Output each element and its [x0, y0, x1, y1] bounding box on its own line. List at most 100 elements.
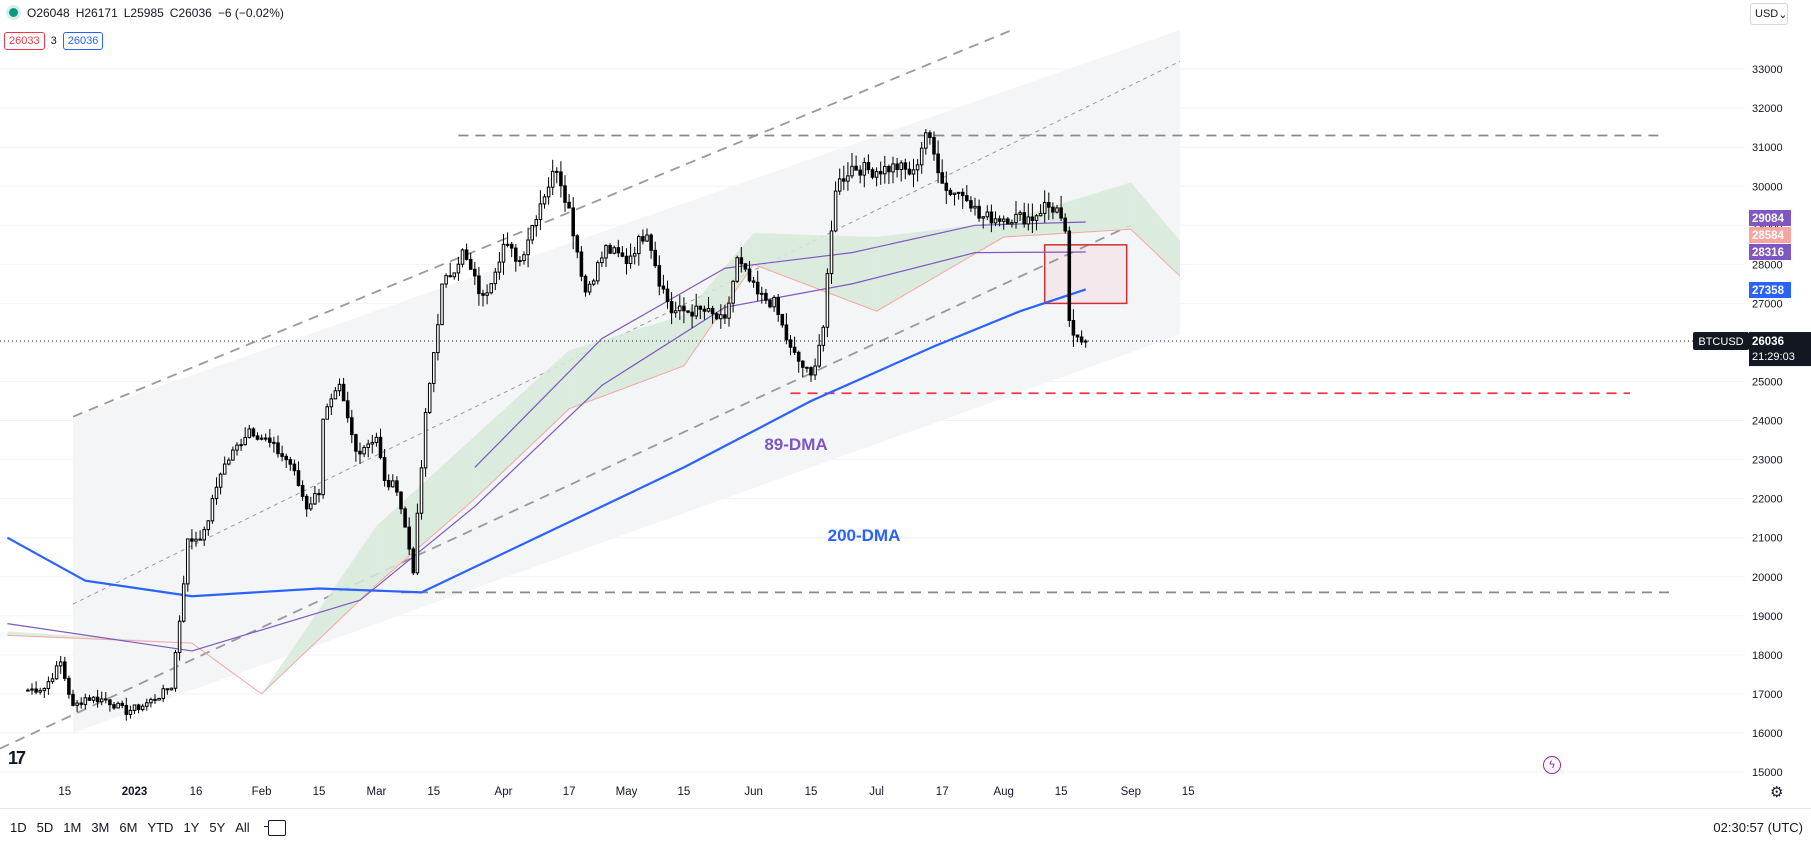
candle	[891, 156, 895, 184]
candle	[63, 656, 67, 682]
candle-up	[833, 190, 838, 232]
candle	[362, 444, 366, 458]
candle-up	[587, 283, 592, 293]
cloud-span-b	[7, 228, 1181, 695]
currency-select[interactable]: USD ⌄	[1750, 3, 1788, 25]
range-3m[interactable]: 3M	[91, 820, 110, 835]
candle-up	[313, 493, 317, 505]
candle	[448, 262, 452, 278]
candle	[321, 418, 325, 499]
candle-down	[1063, 217, 1067, 232]
range-1d[interactable]: 1D	[10, 820, 27, 835]
candle-up	[862, 162, 867, 176]
candle	[210, 494, 215, 524]
candle	[825, 268, 830, 338]
candle	[309, 496, 313, 511]
candle	[304, 494, 309, 517]
candle-down	[657, 265, 662, 287]
candle	[813, 358, 817, 381]
candle	[235, 442, 239, 456]
candle	[411, 546, 416, 576]
tradingview-logo-icon[interactable]: 17	[8, 748, 26, 768]
candle	[981, 216, 985, 229]
candle	[563, 175, 567, 212]
candle-down	[608, 245, 612, 254]
candle-up	[952, 192, 957, 195]
candle	[358, 442, 362, 464]
candle-down	[858, 169, 862, 176]
candle-down	[448, 275, 452, 278]
candle	[489, 283, 493, 295]
candle	[239, 438, 243, 451]
candle-down	[780, 313, 785, 326]
candle-up	[637, 236, 641, 255]
candle	[26, 688, 30, 692]
candle	[739, 246, 744, 273]
gear-icon[interactable]: ⚙	[1770, 784, 1784, 801]
candle-down	[932, 137, 936, 155]
candle-up	[161, 688, 165, 699]
candle	[436, 313, 440, 361]
candle	[907, 161, 912, 176]
candle-up	[600, 257, 604, 264]
candle-up	[505, 243, 510, 246]
candle	[218, 472, 223, 495]
ask-button[interactable]: 26036	[62, 32, 104, 50]
candle-down	[71, 693, 75, 706]
candle	[870, 167, 875, 180]
candle	[464, 243, 469, 261]
range-5d[interactable]: 5D	[36, 820, 54, 835]
candle-down	[653, 249, 657, 267]
axis-background	[1745, 0, 1811, 808]
y-tick-label: 23000	[1752, 455, 1783, 467]
candle-up	[247, 428, 252, 439]
x-tick-label: Mar	[366, 786, 386, 798]
range-5y[interactable]: 5Y	[209, 820, 226, 835]
annotation-labels: 89-DMA 200-DMA	[764, 435, 900, 545]
candle-up	[546, 186, 551, 198]
candle	[132, 704, 137, 715]
candle-up	[1042, 202, 1047, 214]
candle	[760, 286, 764, 304]
candle-up	[915, 164, 920, 171]
range-6m[interactable]: 6M	[119, 820, 138, 835]
candle	[34, 681, 38, 695]
candle	[850, 153, 854, 179]
x-tick-label: 15	[678, 786, 691, 798]
candle	[883, 155, 887, 184]
price-badges: BTCUSD 26036 21:29:03 29084 28584 28316 27358	[1693, 210, 1811, 367]
range-ytd[interactable]: YTD	[147, 820, 174, 835]
y-tick-label: 28000	[1752, 259, 1783, 271]
candle-down	[751, 280, 756, 283]
range-1m[interactable]: 1M	[63, 820, 82, 835]
candle-down	[120, 702, 124, 706]
candle-up	[550, 170, 555, 188]
candle-up	[993, 218, 998, 224]
bid-button[interactable]: 26033	[4, 32, 45, 50]
candle-up	[604, 245, 608, 259]
calendar-icon[interactable]	[263, 819, 286, 836]
candle	[1071, 309, 1076, 347]
y-tick-label: 27000	[1752, 298, 1783, 310]
candle-up	[493, 271, 498, 285]
candle	[124, 697, 129, 721]
time-axis[interactable]: 15 2023 16 Feb 15 Mar 15 Apr 17 May 15 Jun 15 Jul 17 Au…	[58, 786, 1194, 798]
price-axis[interactable]: 15000 16000 17000 18000 19000 20000 21000 22000…	[1745, 0, 1811, 808]
candle-up	[772, 296, 776, 308]
label-89dma: 89-DMA	[764, 435, 827, 454]
candle-down	[714, 313, 719, 320]
candle-up	[243, 437, 247, 446]
candle	[887, 164, 891, 185]
candle-down	[870, 169, 875, 178]
range-1y[interactable]: 1Y	[183, 820, 200, 835]
candle	[604, 244, 608, 268]
candle-down	[768, 299, 772, 308]
lightning-icon[interactable]: ϟ	[1543, 756, 1561, 774]
horizontal-levels	[0, 134, 1745, 594]
candle-up	[337, 383, 342, 392]
candle-down	[842, 178, 846, 182]
range-all[interactable]: All	[235, 820, 250, 835]
candle	[514, 244, 518, 272]
candle-up	[321, 418, 325, 496]
